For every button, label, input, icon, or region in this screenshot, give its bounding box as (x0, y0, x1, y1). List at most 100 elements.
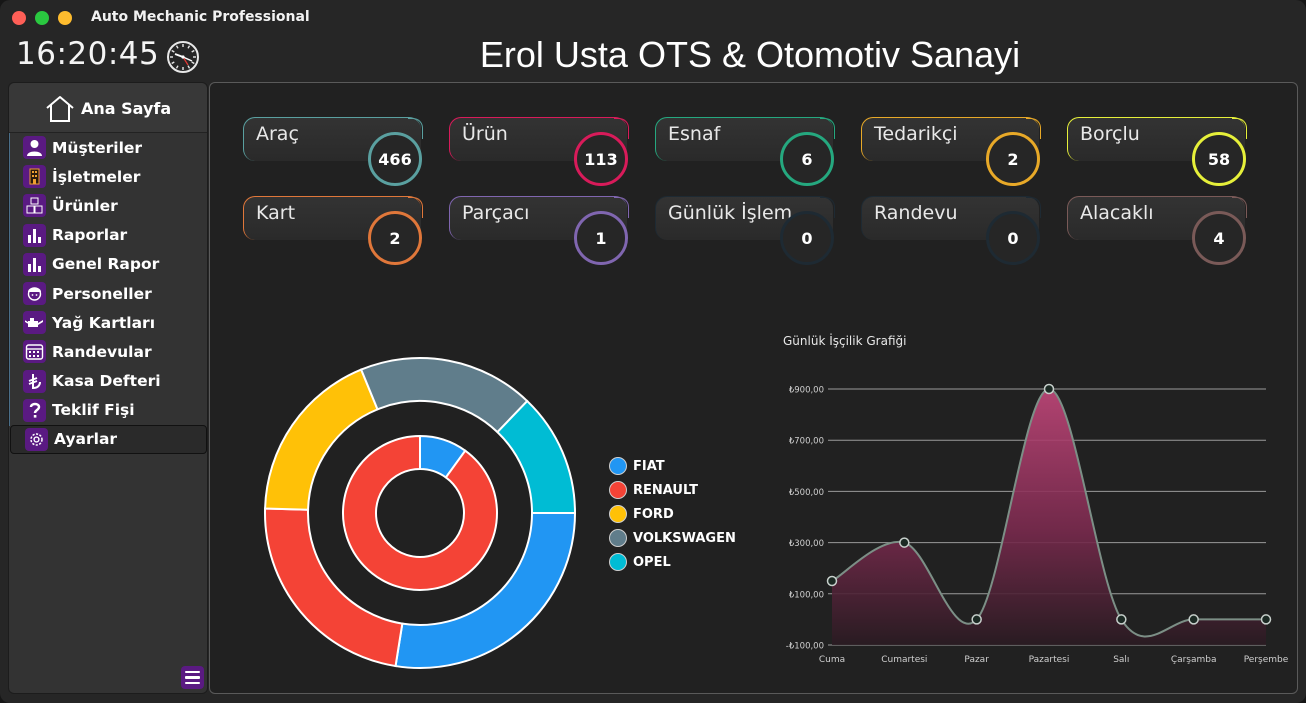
sidebar-item-label: Müşteriler (52, 138, 143, 157)
legend-label: VOLKSWAGEN (633, 530, 736, 546)
data-point[interactable] (899, 537, 910, 548)
stat-card[interactable]: Araç 466 (243, 117, 423, 187)
y-tick-label: ₺500,00 (789, 488, 824, 498)
clock-icon (167, 41, 199, 73)
sidebar-item-musteriler[interactable]: Müşteriler (9, 133, 207, 162)
sidebar-item-label: Teklif Fişi (52, 401, 135, 420)
sidebar-item-home[interactable]: Ana Sayfa (9, 83, 207, 133)
y-tick-label: ₺900,00 (789, 386, 824, 396)
x-tick-label: Cuma (819, 655, 845, 665)
stat-card-label: Tedarikçi (874, 123, 958, 145)
title-bar: Auto Mechanic Professional (0, 0, 1306, 36)
stat-card-value: 466 (378, 149, 412, 169)
sidebar-item-urunler[interactable]: Ürünler (9, 191, 207, 220)
data-point[interactable] (1260, 614, 1272, 625)
sidebar-item-teklif-fisi[interactable]: Teklif Fişi (9, 396, 207, 425)
stat-card[interactable]: Esnaf 6 (655, 117, 835, 187)
sidebar-item-label: Personeller (52, 284, 152, 303)
menu-icon (185, 670, 200, 674)
stat-card-badge: 0 (780, 211, 834, 265)
legend-item[interactable]: FIAT (609, 454, 736, 478)
legend-label: RENAULT (633, 482, 698, 498)
maximize-window-button[interactable] (35, 11, 49, 25)
legend-swatch (609, 481, 627, 499)
minimize-window-button[interactable] (58, 11, 72, 25)
page-title: Erol Usta OTS & Otomotiv Sanayi (479, 34, 1021, 75)
stat-card-label: Ürün (462, 123, 508, 145)
sidebar-item-kasa-defteri[interactable]: Kasa Defteri (9, 367, 207, 396)
stat-card-label: Günlük İşlem (668, 202, 793, 224)
stat-card[interactable]: Alacaklı 4 (1067, 196, 1247, 266)
stat-card-badge: 466 (368, 132, 422, 186)
data-point[interactable] (826, 575, 838, 587)
data-point[interactable] (971, 614, 982, 625)
app-title: Auto Mechanic Professional (91, 9, 310, 25)
stat-card-label: Esnaf (668, 123, 721, 145)
donut-legend: FIAT RENAULT FORD VOLKSWAGEN OPEL (609, 454, 736, 574)
area-fill (832, 389, 1266, 645)
sidebar-item-randevular[interactable]: Randevular (9, 337, 207, 366)
stat-card[interactable]: Borçlu 58 (1067, 117, 1247, 187)
sidebar-item-isletmeler[interactable]: İşletmeler (9, 162, 207, 191)
chart-title: Günlük İşçilik Grafiği (783, 333, 906, 348)
sidebar-item-label: Yağ Kartları (52, 313, 156, 332)
stat-card-value: 113 (584, 149, 618, 169)
donut-slice-opel[interactable] (496, 399, 577, 514)
stat-card[interactable]: Parçacı 1 (449, 196, 629, 266)
stat-card[interactable]: Randevu 0 (861, 196, 1041, 266)
stat-card[interactable]: Günlük İşlem 0 (655, 196, 835, 266)
legend-item[interactable]: VOLKSWAGEN (609, 526, 736, 550)
legend-item[interactable]: RENAULT (609, 478, 736, 502)
boxes-icon (23, 194, 46, 218)
stat-card-label: Parçacı (462, 202, 530, 224)
sidebar-item-label: Ürünler (52, 196, 118, 215)
sidebar-item-label: Genel Rapor (52, 255, 160, 274)
data-point[interactable] (1043, 383, 1055, 395)
y-tick-label: -₺100,00 (786, 642, 824, 652)
sidebar-item-ayarlar[interactable]: Ayarlar (10, 424, 207, 455)
donut-slice-volkswagen[interactable] (359, 357, 529, 434)
data-point[interactable] (1116, 614, 1127, 625)
oil-can-icon (23, 311, 46, 335)
sidebar-item-label: Kasa Defteri (52, 372, 161, 391)
stat-card-badge: 113 (574, 132, 628, 186)
building-icon (23, 165, 46, 189)
stat-card[interactable]: Ürün 113 (449, 117, 629, 187)
x-tick-label: Çarşamba (1171, 655, 1217, 665)
stat-card[interactable]: Kart 2 (243, 196, 423, 266)
sidebar-item-raporlar[interactable]: Raporlar (9, 221, 207, 250)
user-icon (23, 136, 46, 160)
sidebar-item-label: Randevular (52, 342, 152, 361)
stat-card[interactable]: Tedarikçi 2 (861, 117, 1041, 187)
donut-slice-renault[interactable] (264, 507, 404, 668)
donut-slice-renault[interactable] (342, 434, 498, 591)
legend-item[interactable]: OPEL (609, 550, 736, 574)
legend-swatch (609, 529, 627, 547)
legend-label: FIAT (633, 458, 665, 474)
home-icon (46, 96, 74, 122)
clock-time: 16:20:45 (16, 36, 160, 72)
nav-list: Müşteriler İşletmeler Ürünler Raporlar (9, 133, 207, 455)
close-window-button[interactable] (12, 11, 26, 25)
legend-item[interactable]: FORD (609, 502, 736, 526)
stat-card-value: 0 (801, 228, 813, 248)
stat-card-label: Alacaklı (1080, 202, 1154, 224)
stat-card-value: 2 (389, 228, 401, 248)
stat-card-label: Randevu (874, 202, 958, 224)
question-icon (23, 398, 46, 422)
stat-card-badge: 1 (574, 211, 628, 265)
stat-card-value: 2 (1007, 149, 1019, 169)
sidebar-item-genel-rapor[interactable]: Genel Rapor (9, 250, 207, 279)
data-point[interactable] (1188, 614, 1199, 625)
menu-toggle-button[interactable] (181, 666, 204, 689)
stat-card-label: Kart (256, 202, 296, 224)
legend-swatch (609, 505, 627, 523)
x-tick-label: Cumartesi (881, 655, 927, 665)
stat-card-value: 1 (595, 228, 607, 248)
stat-card-badge: 2 (986, 132, 1040, 186)
sidebar-item-personeller[interactable]: Personeller (9, 279, 207, 308)
legend-label: OPEL (633, 554, 671, 570)
sidebar-item-yag-kartlari[interactable]: Yağ Kartları (9, 308, 207, 337)
stat-card-label: Borçlu (1080, 123, 1140, 145)
